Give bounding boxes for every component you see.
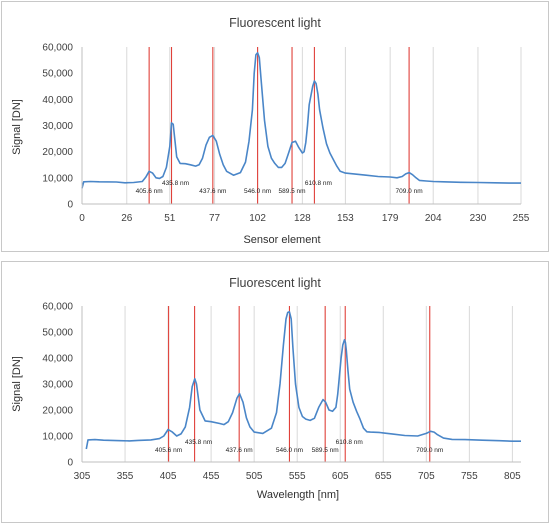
series-line [81, 52, 521, 189]
y-tick-label: 10,000 [42, 432, 73, 443]
y-tick-label: 60,000 [42, 302, 73, 313]
reference-line-label: 610.8 nm [336, 439, 363, 446]
series-layer [85, 310, 521, 450]
x-tick-label: 655 [375, 471, 392, 482]
reference-line-label: 437.6 nm [199, 188, 226, 195]
reference-line-label: 610.8 nm [305, 180, 332, 187]
y-tick-label: 50,000 [42, 69, 73, 80]
x-tick-label: 26 [121, 213, 133, 224]
y-tick-label: 10,000 [42, 173, 73, 184]
y-tick-label: 20,000 [42, 406, 73, 417]
reference-line-label: 589.5 nm [312, 447, 339, 454]
x-tick-label: 204 [425, 213, 442, 224]
y-tick-label: 30,000 [42, 380, 73, 391]
y-tick-label: 30,000 [42, 121, 73, 132]
chart-title: Fluorescent light [229, 16, 321, 30]
reference-line-label: 405.6 nm [136, 188, 163, 195]
y-axis-title: Signal [DN] [11, 356, 23, 412]
y-tick-label: 40,000 [42, 95, 73, 106]
reference-line-label: 405.6 nm [155, 447, 182, 454]
chart-frame [1, 261, 549, 523]
reference-line-label: 437.6 nm [226, 447, 253, 454]
x-tick-label: 179 [382, 213, 399, 224]
axes: 0 26 51 77 102 128 153 179 204 230 255 0 10,000 20,00… [42, 43, 529, 225]
x-tick-label: 505 [246, 471, 263, 482]
y-tick-label: 40,000 [42, 354, 73, 365]
x-tick-label: 51 [164, 213, 176, 224]
x-tick-label: 555 [289, 471, 306, 482]
axes: 305 355 405 455 505 555 605 655 705 755 805 0 10,000… [42, 302, 521, 483]
y-tick-label: 50,000 [42, 328, 73, 339]
x-tick-label: 102 [249, 213, 266, 224]
gridlines [126, 47, 522, 204]
x-tick-label: 405 [160, 471, 177, 482]
x-tick-label: 305 [74, 471, 91, 482]
x-tick-label: 0 [79, 213, 85, 224]
x-tick-label: 755 [461, 471, 478, 482]
x-tick-label: 605 [332, 471, 349, 482]
x-tick-label: 77 [209, 213, 221, 224]
x-tick-label: 805 [504, 471, 521, 482]
reference-line-label: 709.0 nm [416, 447, 443, 454]
chart-panel-bottom: Fluorescent light Wavelength [nm] Signal… [1, 261, 549, 523]
x-tick-label: 153 [337, 213, 354, 224]
reference-line-label: 546.0 nm [276, 447, 303, 454]
reference-line-label: 546.0 nm [244, 188, 271, 195]
series-line [85, 310, 521, 450]
reference-line-label: 709.0 nm [396, 188, 423, 195]
y-axis-title: Signal [DN] [11, 99, 23, 155]
x-tick-label: 255 [513, 213, 530, 224]
reference-line-label: 435.8 nm [185, 439, 212, 446]
chart-panel-top: Fluorescent light Sensor element Signal … [1, 1, 549, 252]
y-tick-label: 0 [67, 200, 73, 211]
x-tick-label: 455 [203, 471, 220, 482]
x-tick-label: 230 [470, 213, 487, 224]
reference-line-label: 435.8 nm [162, 180, 189, 187]
x-tick-label: 128 [294, 213, 311, 224]
y-tick-label: 20,000 [42, 147, 73, 158]
x-axis-title: Sensor element [243, 234, 320, 246]
reference-line-label: 589.5 nm [278, 188, 305, 195]
chart-frame [1, 1, 549, 252]
x-tick-label: 705 [418, 471, 435, 482]
series-layer [81, 52, 521, 189]
y-tick-label: 0 [67, 458, 73, 469]
gridlines [124, 306, 513, 462]
x-axis-title: Wavelength [nm] [257, 489, 339, 501]
x-tick-label: 355 [117, 471, 134, 482]
chart-title: Fluorescent light [229, 276, 321, 290]
y-tick-label: 60,000 [42, 43, 73, 54]
